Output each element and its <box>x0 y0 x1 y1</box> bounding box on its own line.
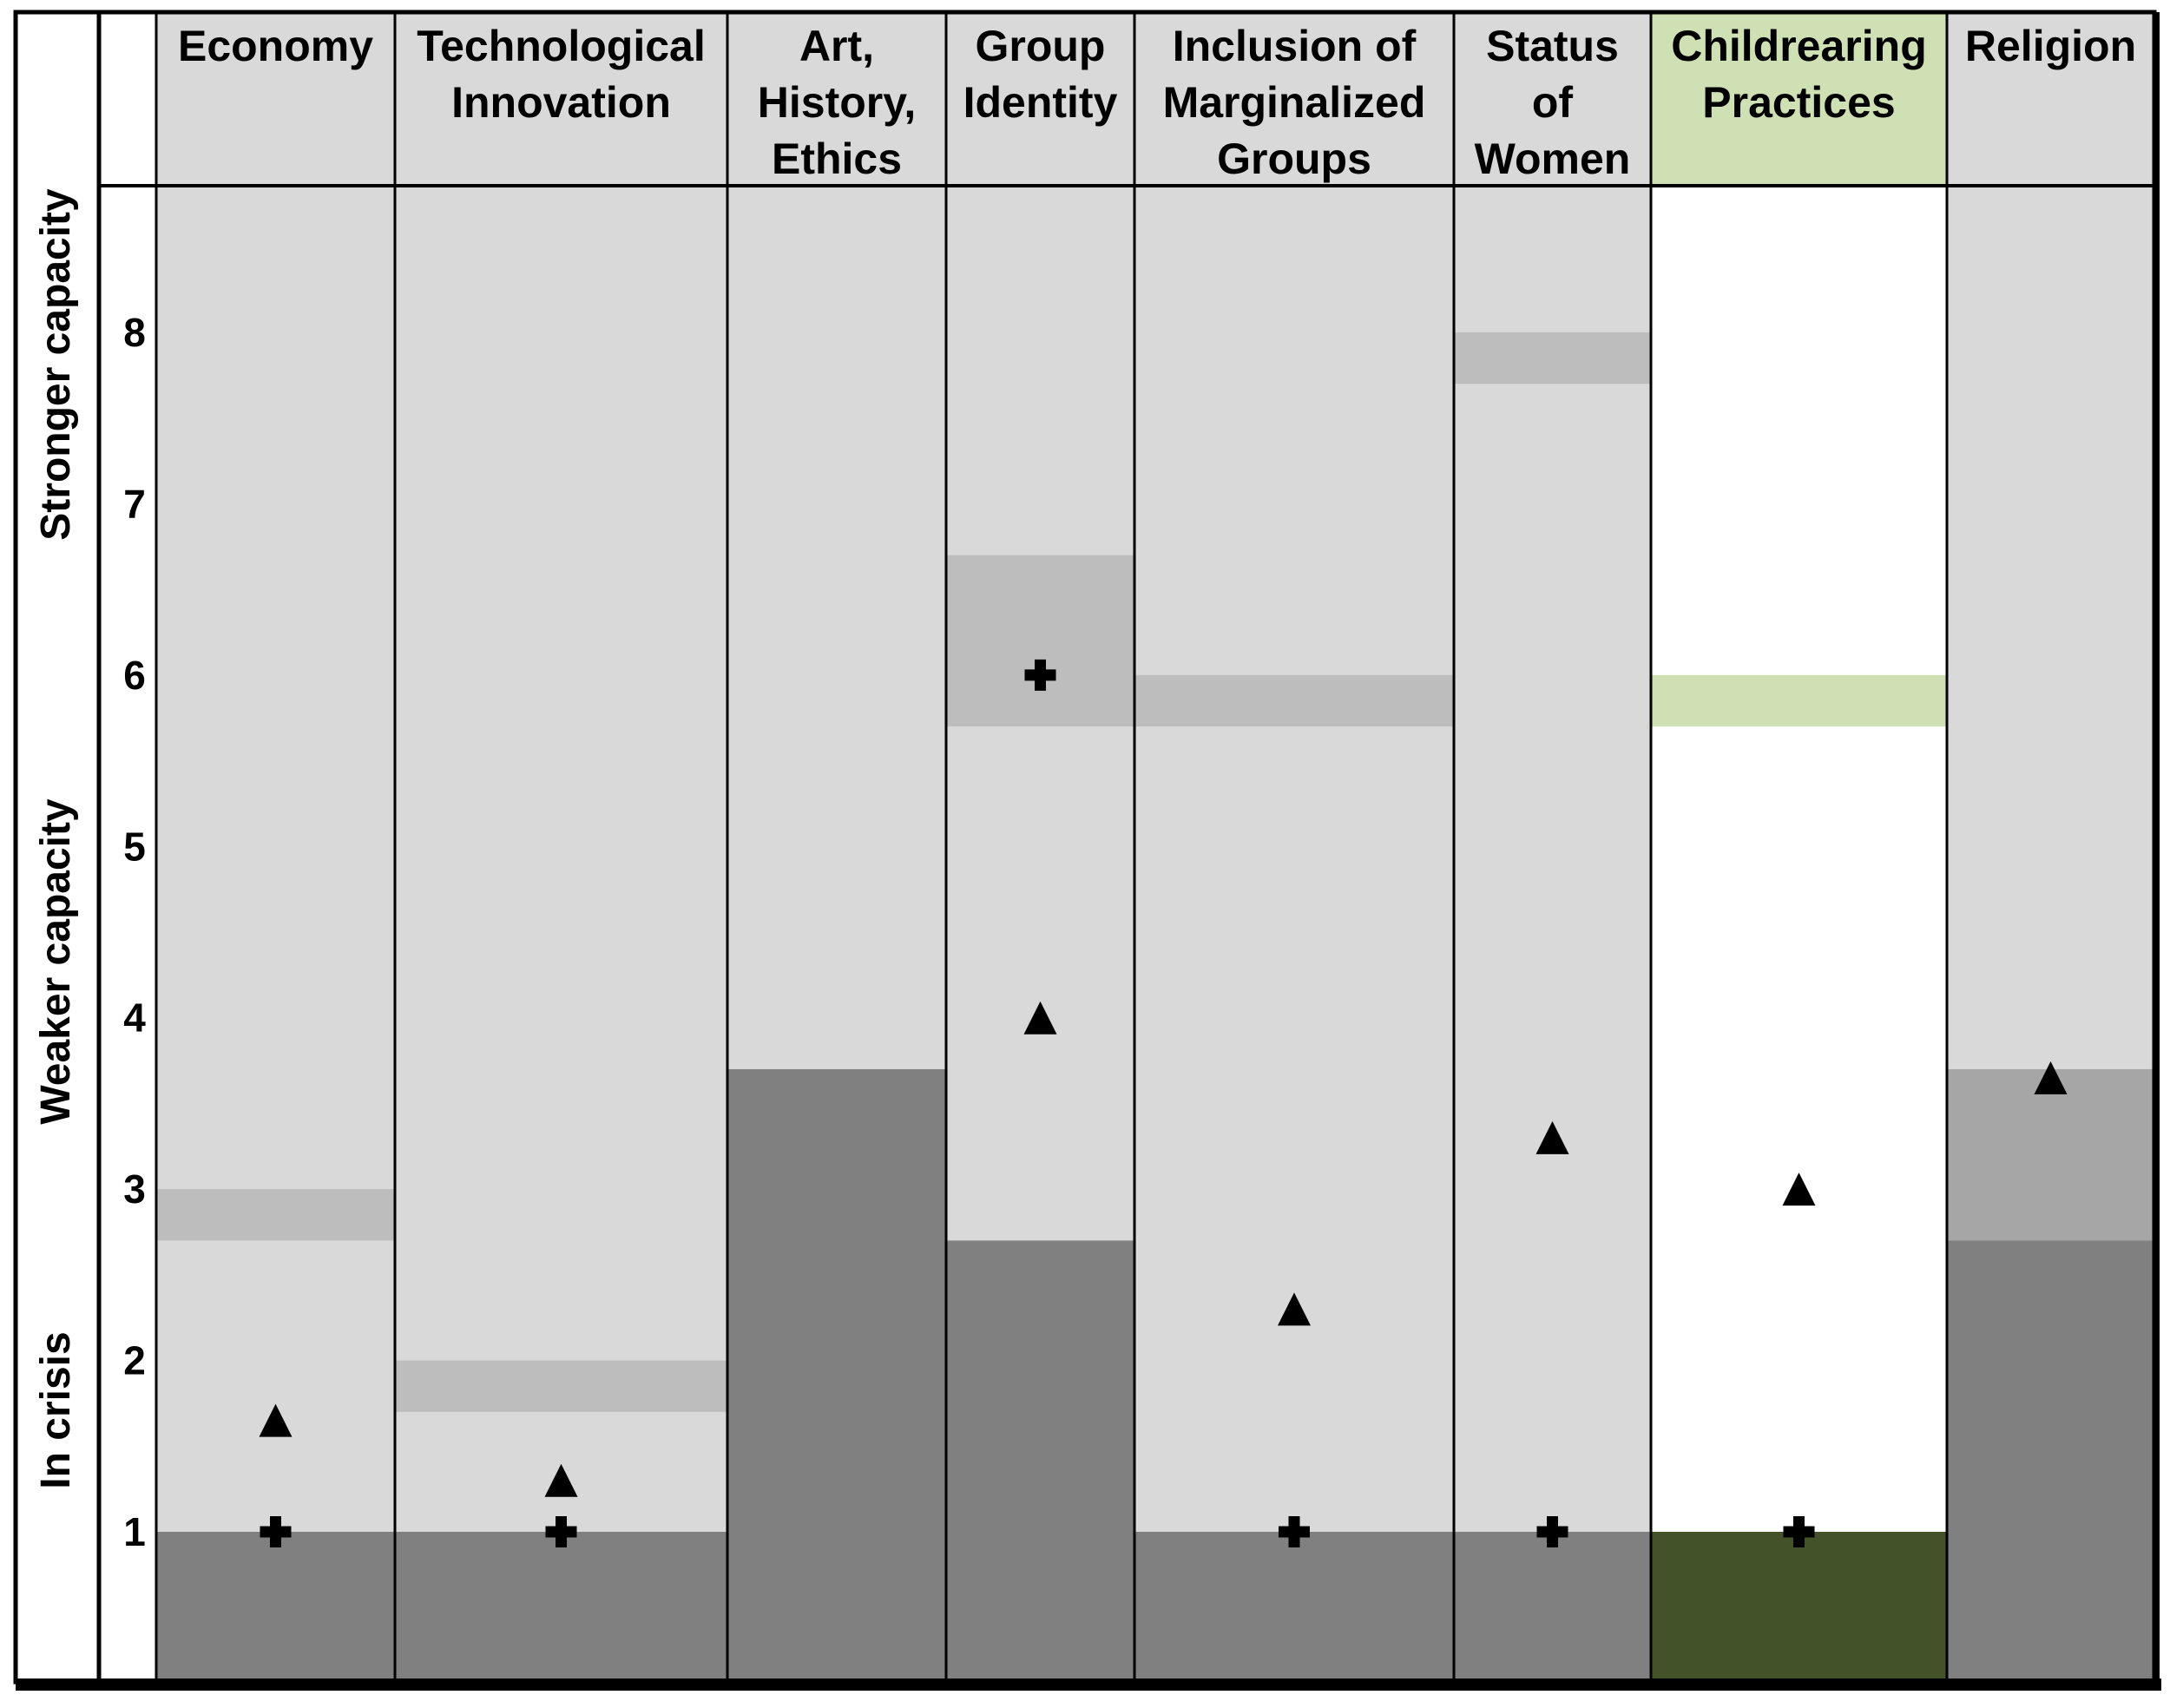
column-6: Status of Women <box>1454 12 1651 1678</box>
right-edge <box>2153 12 2160 1687</box>
y-tick-label: 3 <box>123 1166 146 1212</box>
side-label: Stronger capacity <box>33 188 79 541</box>
dark-segment <box>1947 1240 2154 1678</box>
column-header-line: Status <box>1486 22 1619 70</box>
column-header-line: Economy <box>178 22 373 70</box>
y-tick-label: 6 <box>123 653 146 698</box>
column-header-line: Innovation <box>451 78 671 127</box>
plus-marker <box>1035 659 1046 691</box>
triangle-marker <box>2034 1061 2068 1094</box>
y-tick-label: 5 <box>123 824 146 869</box>
triangle-marker <box>1782 1173 1816 1206</box>
dark-segment <box>727 1068 946 1678</box>
side-label: Weaker capacity <box>33 798 79 1125</box>
range-band <box>1454 332 1651 384</box>
column-header-line: Technological <box>417 22 705 70</box>
y-tick-label: 1 <box>123 1509 146 1554</box>
column-body <box>156 186 395 1678</box>
dark-segment <box>156 1532 395 1678</box>
plus-marker <box>1547 1516 1558 1547</box>
triangle-marker <box>259 1403 293 1437</box>
y-tick-label: 7 <box>123 481 146 526</box>
column-header-line: Women <box>1475 135 1631 183</box>
column-header-line: Ethics <box>772 135 902 183</box>
column-header-line: Childrearing <box>1671 22 1926 70</box>
dark-segment <box>395 1532 727 1678</box>
bottom-bar <box>16 1678 2161 1691</box>
triangle-marker <box>1535 1120 1569 1154</box>
dark-segment <box>1454 1532 1651 1678</box>
column-8: Religion <box>1947 12 2154 1678</box>
column-2: Technological Innovation <box>395 12 727 1678</box>
column-header-line: Inclusion of <box>1173 22 1417 70</box>
column-header-bg <box>1947 12 2154 186</box>
column-header-bg <box>1134 12 1454 186</box>
triangle-marker <box>1023 1001 1057 1035</box>
dark-segment <box>1134 1532 1454 1678</box>
range-band <box>1134 674 1454 727</box>
range-band <box>1651 674 1947 727</box>
column-header-bg <box>946 12 1134 186</box>
column-header-line: Art, <box>799 22 874 70</box>
plus-marker <box>556 1516 567 1547</box>
column-header-line: Religion <box>1965 22 2136 70</box>
column-body <box>1651 186 1947 1678</box>
column-header-line: Identity <box>963 78 1118 127</box>
plus-marker <box>270 1516 281 1547</box>
column-5: Inclusion of Marginalized Groups <box>1134 12 1454 1678</box>
column-body <box>1134 186 1454 1678</box>
column-1: Economy <box>156 12 395 1678</box>
range-band <box>156 1189 395 1241</box>
column-header-line: of <box>1532 78 1574 127</box>
column-header-bg <box>395 12 727 186</box>
range-band <box>395 1360 727 1412</box>
axis-column <box>99 12 156 1682</box>
dark-segment <box>1651 1532 1947 1678</box>
column-header-bg <box>156 12 395 186</box>
mid-segment <box>1947 1068 2154 1241</box>
column-header-line: Marginalized <box>1163 78 1426 127</box>
column-header-bg <box>1454 12 1651 186</box>
column-header-line: Practices <box>1702 78 1895 127</box>
column-header-line: Group <box>976 22 1106 70</box>
dark-segment <box>946 1240 1134 1678</box>
column-4: Group Identity <box>946 12 1134 1678</box>
column-header-bg <box>1651 12 1947 186</box>
range-band <box>946 555 1134 727</box>
column-body <box>1454 186 1651 1678</box>
triangle-marker <box>1278 1292 1311 1326</box>
side-label: In crisis <box>33 1331 79 1488</box>
column-header-line: History, <box>758 78 916 127</box>
plus-marker <box>1288 1516 1300 1547</box>
plus-marker <box>1793 1516 1805 1547</box>
column-3: Art, History, Ethics <box>727 12 946 1678</box>
triangle-marker <box>544 1463 578 1497</box>
y-tick-label: 4 <box>123 995 146 1041</box>
y-tick-label: 2 <box>123 1338 146 1383</box>
column-header-bg <box>727 12 946 186</box>
y-tick-label: 8 <box>123 310 146 355</box>
column-header-line: Groups <box>1217 135 1371 183</box>
column-7: Childrearing Practices <box>1651 12 1947 1678</box>
column-body <box>395 186 727 1678</box>
